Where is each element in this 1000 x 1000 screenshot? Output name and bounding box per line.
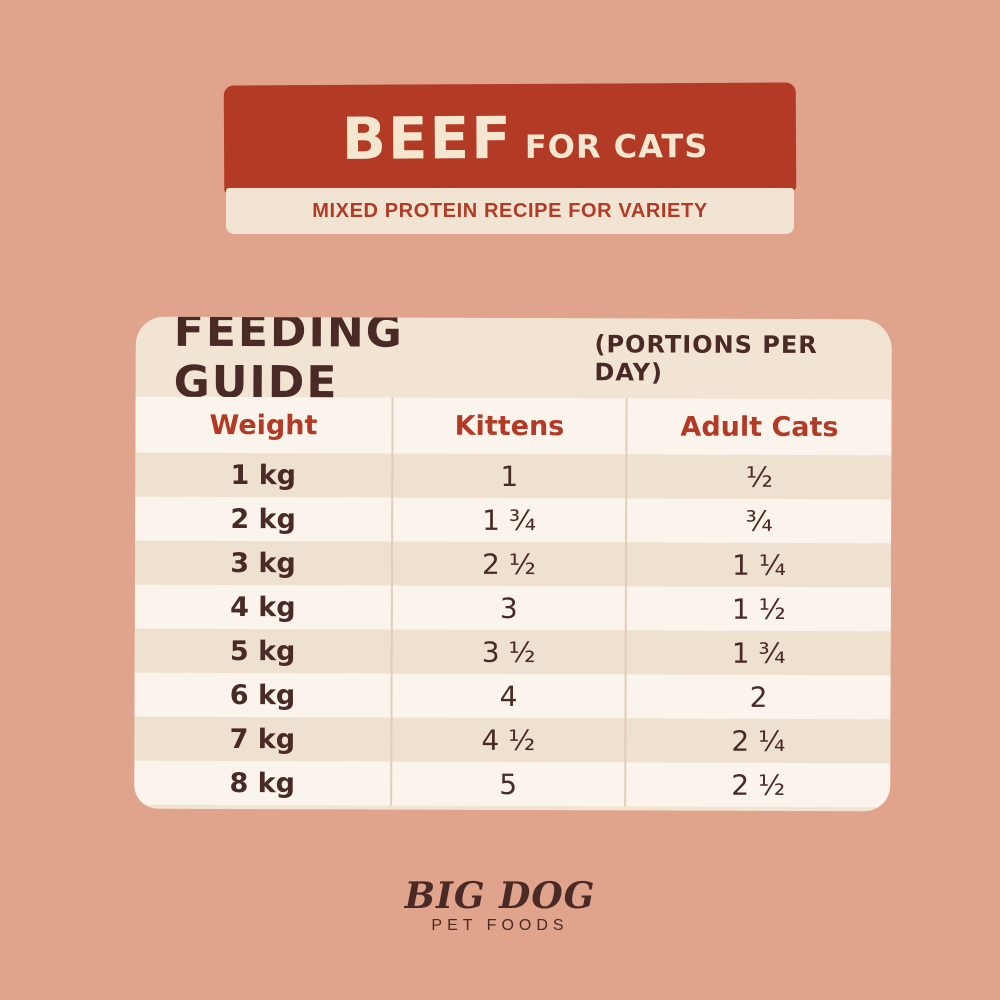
- adult-cats-cell: 1 ¼: [624, 542, 892, 588]
- kittens-cell: 1: [391, 453, 626, 499]
- table-row: 1 kg 1 ½: [135, 452, 892, 500]
- adult-cats-cell: ½: [625, 454, 892, 500]
- kittens-cell: 3 ½: [390, 629, 625, 675]
- feeding-table: Weight Kittens Adult Cats 1 kg 1 ½ 2 kg …: [134, 396, 892, 812]
- table-row: 5 kg 3 ½ 1 ¾: [134, 628, 891, 676]
- table-row: 2 kg 1 ¾ ¾: [135, 496, 892, 544]
- adult-cats-cell: 1 ½: [624, 586, 891, 632]
- adult-cats-cell: 1 ¾: [624, 630, 891, 676]
- weight-cell: 1 kg: [230, 459, 297, 491]
- adult-cats-cell: ¾: [625, 498, 892, 544]
- brand-name: BIG DOG: [404, 875, 596, 917]
- table-row: 6 kg 4 2: [134, 672, 891, 720]
- kittens-cell: 1 ¾: [391, 497, 626, 543]
- recipe-tagline: MIXED PROTEIN RECIPE FOR VARIETY: [312, 199, 708, 222]
- table-row: 4 kg 3 1 ½: [134, 584, 891, 632]
- banner-title-strip: BEEF FOR CATS: [223, 82, 797, 194]
- kittens-cell: 3: [390, 585, 625, 631]
- column-header-kittens: Kittens: [391, 397, 626, 455]
- adult-cats-cell: 2 ¼: [624, 718, 891, 764]
- feeding-guide-subtitle: (PORTIONS PER DAY): [594, 330, 818, 387]
- table-row: 7 kg 4 ½ 2 ¼: [134, 716, 891, 764]
- brand-tagline: PET FOODS: [431, 917, 569, 934]
- kittens-cell: 5: [390, 761, 625, 807]
- adult-cats-cell: 2 ½: [624, 762, 891, 808]
- feeding-guide-title: FEEDING GUIDE: [173, 316, 404, 409]
- adult-cats-cell: 2: [624, 674, 891, 720]
- table-row: 8 kg 5 2 ½: [134, 760, 891, 808]
- brand-logo: BIG DOG PET FOODS: [380, 876, 620, 946]
- banner-title: BEEF FOR CATS: [342, 103, 709, 173]
- weight-cell: 2 kg: [230, 503, 296, 535]
- weight-cell: 7 kg: [229, 723, 296, 755]
- weight-cell: 6 kg: [229, 679, 296, 711]
- feeding-guide-header: FEEDING GUIDE (PORTIONS PER DAY): [136, 317, 892, 409]
- weight-cell: 5 kg: [229, 635, 296, 667]
- feeding-guide-card: FEEDING GUIDE (PORTIONS PER DAY) Weight …: [134, 316, 892, 812]
- product-banner: BEEF FOR CATS MIXED PROTEIN RECIPE FOR V…: [223, 82, 797, 234]
- kittens-cell: 4 ½: [390, 717, 625, 763]
- weight-cell: 8 kg: [229, 767, 296, 799]
- column-header-weight: Weight: [209, 409, 318, 441]
- table-row: 3 kg 2 ½ 1 ¼: [134, 540, 892, 588]
- column-header-adult-cats: Adult Cats: [625, 398, 892, 456]
- product-name: BEEF: [341, 103, 513, 173]
- kittens-cell: 2 ½: [390, 541, 626, 587]
- product-audience: FOR CATS: [524, 126, 709, 166]
- kittens-cell: 4: [390, 673, 625, 719]
- banner-tagline-strip: MIXED PROTEIN RECIPE FOR VARIETY: [226, 188, 794, 234]
- weight-cell: 4 kg: [230, 591, 296, 623]
- table-header-row: Weight Kittens Adult Cats: [135, 396, 892, 456]
- weight-cell: 3 kg: [230, 547, 296, 579]
